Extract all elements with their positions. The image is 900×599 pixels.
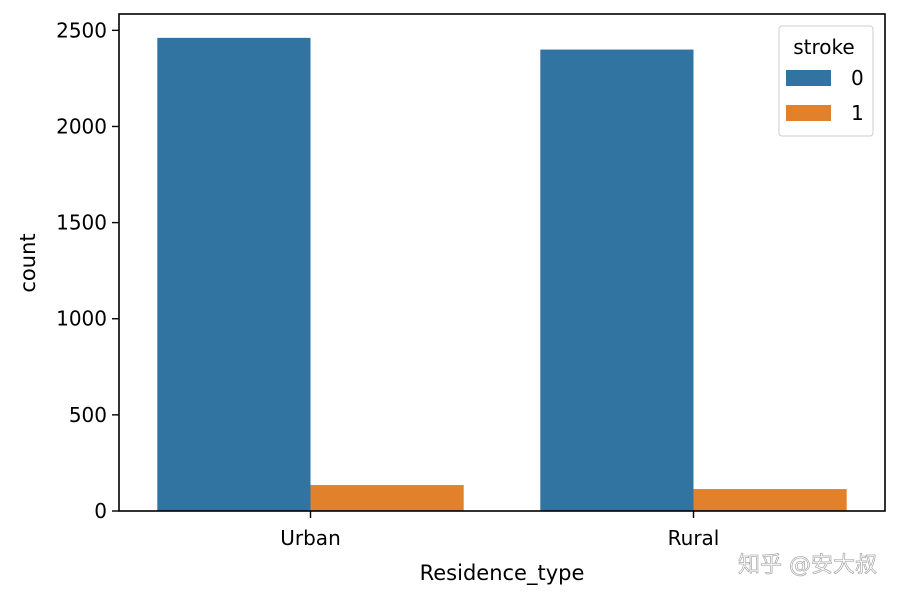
legend-swatch-0 — [786, 70, 831, 86]
y-axis-title: count — [16, 233, 40, 292]
y-tick-label: 0 — [94, 499, 107, 523]
legend-title: stroke — [793, 35, 854, 59]
x-axis: Urban Rural — [280, 511, 719, 550]
legend-swatch-1 — [786, 105, 831, 121]
y-tick-label: 2500 — [56, 18, 107, 42]
bar-rural-stroke-0 — [540, 49, 694, 511]
plot-frame — [118, 13, 886, 512]
bar-urban-stroke-1 — [310, 485, 464, 511]
y-axis: 0 500 1000 1500 2000 2500 — [56, 18, 119, 523]
bar-urban-stroke-0 — [157, 37, 311, 512]
x-axis-title: Residence_type — [420, 561, 585, 586]
bar-rural-stroke-1 — [693, 489, 847, 511]
legend-label-1: 1 — [851, 101, 864, 125]
x-tick-label-urban: Urban — [280, 526, 341, 550]
y-tick-label: 1000 — [56, 307, 107, 331]
x-tick-label-rural: Rural — [668, 526, 720, 550]
legend-label-0: 0 — [851, 66, 864, 90]
y-tick-label: 2000 — [56, 114, 107, 138]
legend: stroke 0 1 — [778, 25, 874, 137]
y-tick-label: 1500 — [56, 211, 107, 235]
y-tick-label: 500 — [69, 403, 107, 427]
bars-group — [157, 37, 847, 512]
watermark: 知乎 @安大叔 — [738, 553, 877, 578]
